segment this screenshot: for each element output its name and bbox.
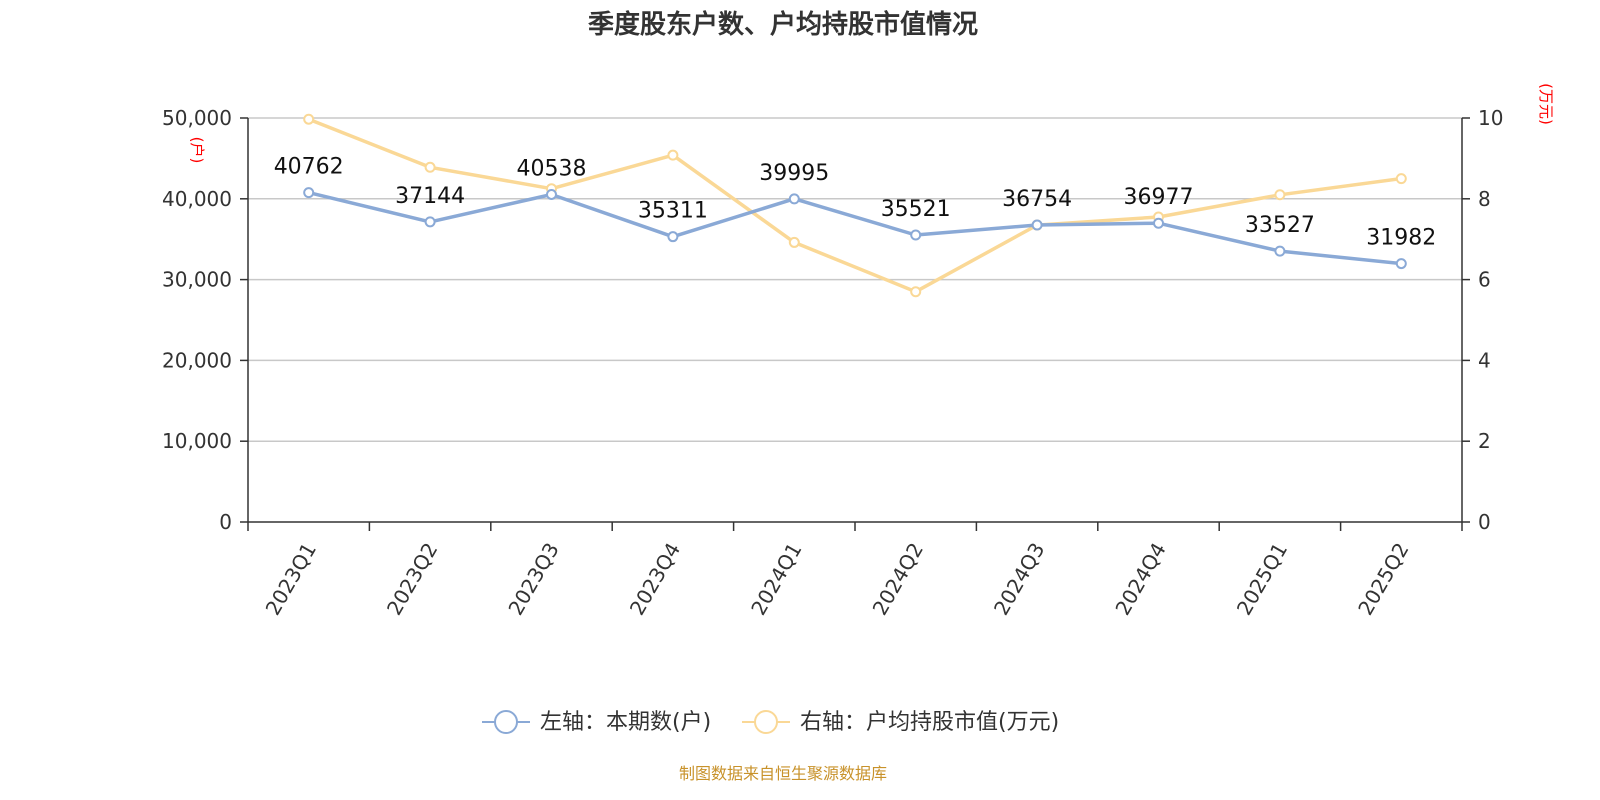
x-tick-label: 2023Q2 (382, 539, 442, 620)
source-note: 制图数据来自恒生聚源数据库 (679, 764, 887, 783)
axes: 0 10,000 20,000 30,000 40,000 50,000 0 2 4 6 8 10 20… (162, 106, 1503, 619)
right-axis-unit: (万元) (1537, 83, 1555, 125)
x-tick-label: 2023Q3 (503, 539, 563, 620)
data-label: 37144 (395, 184, 465, 209)
data-point-right (667, 149, 679, 161)
series-line-left (308, 190, 1402, 266)
data-point-left (1031, 219, 1043, 231)
data-point-left (667, 231, 679, 243)
data-point-left (1395, 258, 1407, 270)
data-point-right (1274, 189, 1286, 201)
x-tick-label: 2025Q1 (1232, 539, 1292, 620)
x-tick-label: 2024Q3 (989, 539, 1049, 620)
right-tick-label: 10 (1478, 106, 1503, 130)
data-label: 40538 (517, 156, 587, 181)
data-point-right (788, 236, 800, 248)
data-point-left (424, 216, 436, 228)
legend-marker (754, 710, 778, 734)
x-tick-label: 2024Q1 (746, 539, 806, 620)
data-point-left (546, 188, 557, 200)
data-label: 36977 (1124, 185, 1194, 210)
data-label: 36754 (1002, 187, 1072, 212)
x-tick-label: 2024Q2 (868, 539, 928, 620)
x-tick-label: 2024Q4 (1110, 539, 1170, 620)
right-tick-label: 8 (1478, 187, 1491, 211)
data-label: 35521 (881, 197, 951, 222)
left-tick-label: 50,000 (162, 106, 232, 130)
left-tick-label: 0 (219, 510, 232, 534)
left-tick-label: 30,000 (162, 268, 232, 292)
legend-label: 左轴：本期数(户) (540, 710, 711, 735)
data-label: 33527 (1245, 213, 1315, 238)
data-label: 35311 (638, 199, 708, 224)
legend-item-1[interactable]: 右轴：户均持股市值(万元) (742, 710, 1059, 735)
legend-label: 右轴：户均持股市值(万元) (800, 710, 1059, 735)
data-point-right (424, 161, 436, 173)
right-tick-label: 4 (1478, 348, 1491, 372)
data-point-right (303, 113, 315, 125)
data-label: 40762 (274, 155, 344, 180)
data-point-right (910, 286, 922, 298)
right-tick-label: 0 (1478, 510, 1491, 534)
data-label: 31982 (1366, 226, 1436, 251)
data-point-right (1395, 173, 1407, 185)
right-tick-label: 2 (1478, 429, 1491, 453)
x-tick-label: 2023Q4 (625, 539, 685, 620)
data-point-left (910, 229, 922, 241)
data-point-left (1153, 217, 1164, 229)
x-tick-label: 2023Q1 (261, 539, 321, 620)
data-point-left (303, 187, 315, 199)
legend-marker (494, 710, 518, 734)
left-tick-label: 10,000 (162, 429, 232, 453)
left-axis-unit: (户) (188, 137, 206, 164)
legend-item-0[interactable]: 左轴：本期数(户) (482, 710, 711, 735)
data-point-left (1274, 245, 1286, 257)
series-layer (303, 113, 1407, 298)
left-tick-label: 40,000 (162, 187, 232, 211)
right-tick-label: 6 (1478, 268, 1491, 292)
left-tick-label: 20,000 (162, 348, 232, 372)
data-labels: 40762 37144 40538 35311 39995 35521 36754 36977… (274, 155, 1437, 251)
data-point-left (788, 193, 800, 205)
data-label: 39995 (759, 161, 829, 186)
chart-title: 季度股东户数、户均持股市值情况 (588, 9, 978, 40)
x-tick-label: 2025Q2 (1353, 539, 1413, 620)
series-line-right (308, 117, 1402, 294)
legend[interactable]: 左轴：本期数(户) 右轴：户均持股市值(万元) (482, 710, 1059, 735)
